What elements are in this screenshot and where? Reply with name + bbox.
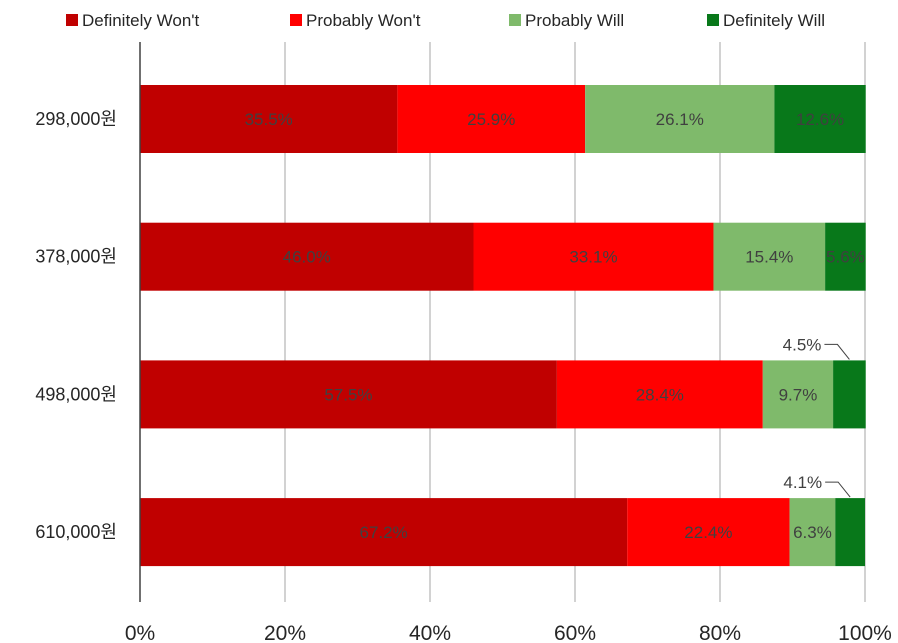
x-tick-label-0: 0% bbox=[125, 622, 155, 643]
category-label-1: 378,000원 bbox=[35, 247, 117, 267]
bar-probably-won-t-1 bbox=[473, 222, 714, 291]
x-tick-label-2: 40% bbox=[409, 622, 451, 643]
category-label-2: 498,000원 bbox=[35, 384, 117, 404]
bar-probably-won-t-2 bbox=[556, 360, 763, 429]
bar-probably-will-0 bbox=[585, 85, 775, 153]
legend-label-probably-will: Probably Will bbox=[525, 11, 624, 30]
data-label-definitely-will-3: 4.1% bbox=[783, 473, 822, 492]
bar-definitely-won-t-3 bbox=[140, 498, 628, 567]
bar-definitely-will-1 bbox=[825, 222, 866, 291]
category-label-0: 298,000원 bbox=[35, 109, 117, 129]
bar-probably-won-t-0 bbox=[397, 85, 586, 153]
data-label-probably-won-t-3: 22.4% bbox=[684, 523, 732, 542]
data-label-definitely-won-t-1: 46.0% bbox=[283, 248, 331, 267]
leader-line-2 bbox=[824, 343, 850, 360]
bar-definitely-will-3 bbox=[835, 498, 865, 567]
bar-probably-won-t-3 bbox=[627, 498, 790, 567]
bar-definitely-won-t-1 bbox=[140, 222, 474, 291]
legend-swatch-probably-will bbox=[509, 14, 521, 26]
data-label-definitely-will-1: 5.6% bbox=[826, 248, 865, 267]
data-label-probably-will-1: 15.4% bbox=[745, 248, 793, 267]
legend-swatch-definitely-will bbox=[707, 14, 719, 26]
legend-swatch-definitely-won-t bbox=[66, 14, 78, 26]
bar-probably-will-3 bbox=[789, 498, 836, 567]
data-label-probably-will-2: 9.7% bbox=[779, 385, 818, 404]
data-label-definitely-won-t-3: 67.2% bbox=[359, 523, 407, 542]
data-label-probably-will-0: 26.1% bbox=[656, 110, 704, 129]
bar-definitely-will-0 bbox=[774, 85, 866, 153]
bar-probably-will-2 bbox=[762, 360, 834, 429]
data-label-definitely-won-t-2: 57.5% bbox=[324, 385, 372, 404]
data-label-probably-won-t-1: 33.1% bbox=[569, 248, 617, 267]
category-label-3: 610,000원 bbox=[35, 522, 117, 542]
data-label-probably-will-3: 6.3% bbox=[793, 523, 832, 542]
data-label-definitely-will-2: 4.5% bbox=[783, 335, 822, 354]
x-tick-label-3: 60% bbox=[554, 622, 596, 643]
x-tick-label-4: 80% bbox=[699, 622, 741, 643]
data-label-definitely-will-0: 12.6% bbox=[796, 110, 844, 129]
axes: 0% 20% 40% 60% 80% 100% 298,000원 378,000원 498,00… bbox=[35, 42, 892, 643]
leader-line-3 bbox=[825, 481, 851, 498]
data-label-probably-won-t-0: 25.9% bbox=[467, 110, 515, 129]
legend-label-probably-won-t: Probably Won't bbox=[306, 11, 421, 30]
bar-probably-will-1 bbox=[713, 222, 826, 291]
data-label-probably-won-t-2: 28.4% bbox=[636, 385, 684, 404]
bar-definitely-won-t-2 bbox=[140, 360, 557, 429]
bars bbox=[140, 85, 866, 567]
bar-definitely-won-t-0 bbox=[140, 85, 398, 153]
legend-label-definitely-won-t: Definitely Won't bbox=[82, 11, 200, 30]
data-label-definitely-won-t-0: 35.5% bbox=[245, 110, 293, 129]
x-tick-label-1: 20% bbox=[264, 622, 306, 643]
data-labels: 35.5% 25.9% 26.1% 12.6% 46.0% 33.1% 15.4% 5.6% 5… bbox=[245, 110, 865, 542]
legend-label-definitely-will: Definitely Will bbox=[723, 11, 825, 30]
legend-swatch-probably-won-t bbox=[290, 14, 302, 26]
bar-definitely-will-2 bbox=[833, 360, 866, 429]
legend: Definitely Won't Probably Won't Probably W… bbox=[66, 11, 825, 30]
x-tick-label-5: 100% bbox=[838, 622, 892, 643]
